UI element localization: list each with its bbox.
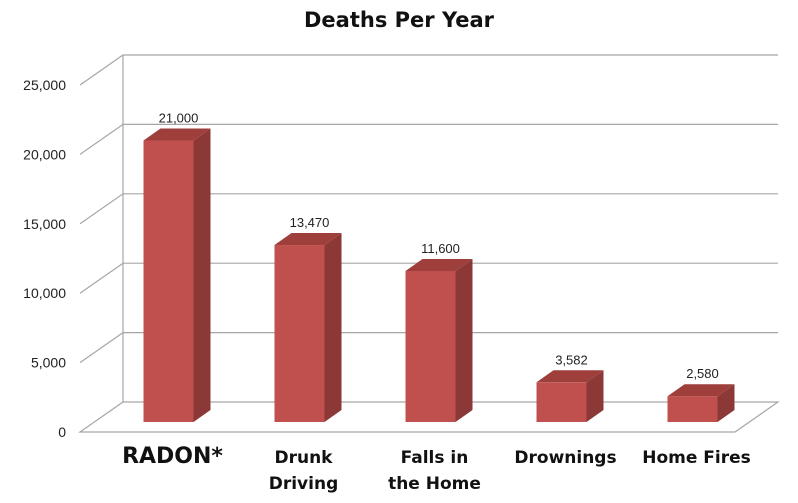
gridline [79,54,778,86]
x-category-label: Drownings [514,448,616,468]
bar-top [536,370,604,383]
chart-title: Deaths Per Year [304,8,495,32]
bar-group [405,258,473,422]
bar-side [586,370,604,422]
gridline [79,262,778,294]
x-axis-categories: RADON* Drunk Driving Falls in the Home Drowni… [122,444,751,494]
data-label: 13,470 [290,215,330,230]
x-category-label: RADON* [122,444,223,469]
y-tick-label: 20,000 [23,146,66,162]
bar-side [193,128,211,422]
x-category-label: Home Fires [642,448,751,468]
y-tick-label: 15,000 [23,216,66,232]
bar-group [667,384,735,422]
bar-group [274,233,342,422]
chart-floor [78,401,780,433]
bar [405,270,456,422]
gridline [79,123,778,155]
bar-top [143,128,211,141]
bar [143,140,194,422]
data-label: 2,580 [686,366,719,381]
bar-side [455,258,473,422]
bar-group [536,370,604,422]
bar [667,396,718,422]
bar-top [667,384,735,397]
y-tick-label: 5,000 [31,355,66,371]
bars [143,128,735,422]
data-labels: 21,000 13,470 11,600 3,582 2,580 [159,111,719,382]
bar-top [274,233,342,246]
y-tick-label: 25,000 [23,77,66,93]
bar-side [717,384,735,422]
bar-side [324,233,342,422]
x-category-label: Driving [269,474,339,494]
data-label: 3,582 [555,352,588,367]
x-category-label: Drunk [274,448,333,468]
gridline [79,332,778,364]
gridline [79,193,778,225]
x-category-label: the Home [388,474,481,494]
bar [536,382,587,422]
data-label: 11,600 [421,241,460,256]
bar-group [143,128,211,422]
x-category-label: Falls in [401,448,469,468]
y-tick-label: 0 [58,424,66,440]
bar [274,245,325,422]
bar-top [405,258,473,271]
data-label: 21,000 [159,111,199,126]
chart-grid: 0 5,000 10,000 15,000 20,000 25,000 [23,54,780,440]
y-tick-label: 10,000 [23,285,66,301]
